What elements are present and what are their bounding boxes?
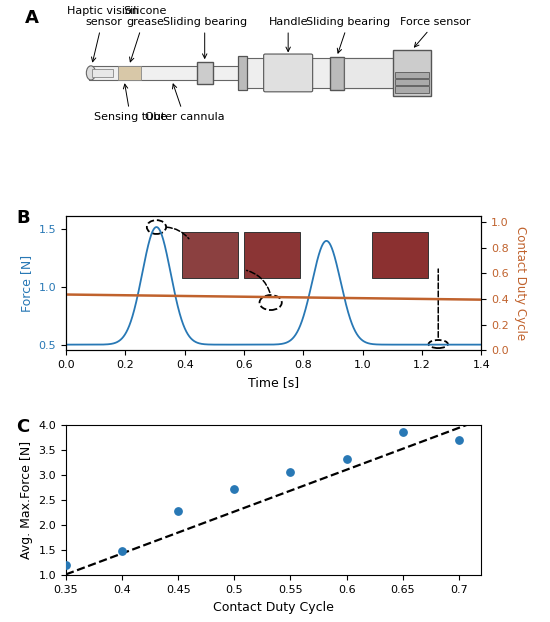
Point xyxy=(398,427,407,437)
FancyBboxPatch shape xyxy=(92,69,113,77)
Point xyxy=(174,506,183,516)
Point xyxy=(342,455,351,465)
Point xyxy=(230,484,239,494)
Y-axis label: Force [N]: Force [N] xyxy=(20,254,33,312)
FancyBboxPatch shape xyxy=(395,86,429,93)
FancyBboxPatch shape xyxy=(393,50,431,96)
Y-axis label: Avg. Max.Force [N]: Avg. Max.Force [N] xyxy=(20,442,33,559)
FancyBboxPatch shape xyxy=(118,65,141,80)
FancyBboxPatch shape xyxy=(395,72,429,78)
FancyBboxPatch shape xyxy=(238,56,248,90)
X-axis label: Time [s]: Time [s] xyxy=(248,376,299,389)
Text: Handle: Handle xyxy=(268,17,308,52)
Text: Silicone
grease: Silicone grease xyxy=(123,6,167,62)
FancyBboxPatch shape xyxy=(395,80,429,85)
Text: C: C xyxy=(16,418,29,436)
Point xyxy=(454,435,463,445)
Text: Sensing tube: Sensing tube xyxy=(94,84,167,122)
FancyBboxPatch shape xyxy=(263,54,312,92)
Text: Sliding bearing: Sliding bearing xyxy=(163,17,247,58)
Text: Haptic vision
sensor: Haptic vision sensor xyxy=(68,6,139,62)
FancyBboxPatch shape xyxy=(197,62,213,84)
FancyBboxPatch shape xyxy=(240,58,398,88)
Text: A: A xyxy=(24,9,38,27)
FancyBboxPatch shape xyxy=(244,231,300,278)
Point xyxy=(62,560,70,570)
Point xyxy=(286,468,295,478)
Text: Outer cannula: Outer cannula xyxy=(145,84,224,122)
X-axis label: Contact Duty Cycle: Contact Duty Cycle xyxy=(213,601,334,614)
Ellipse shape xyxy=(86,66,96,80)
Text: B: B xyxy=(16,209,30,227)
Y-axis label: Contact Duty Cycle: Contact Duty Cycle xyxy=(514,226,527,340)
Text: Sliding bearing: Sliding bearing xyxy=(306,17,390,53)
Point xyxy=(118,546,127,556)
FancyBboxPatch shape xyxy=(182,231,238,278)
Text: Force sensor: Force sensor xyxy=(400,17,471,47)
FancyBboxPatch shape xyxy=(371,231,428,278)
FancyBboxPatch shape xyxy=(89,65,263,80)
FancyBboxPatch shape xyxy=(329,57,344,90)
FancyBboxPatch shape xyxy=(344,58,394,88)
